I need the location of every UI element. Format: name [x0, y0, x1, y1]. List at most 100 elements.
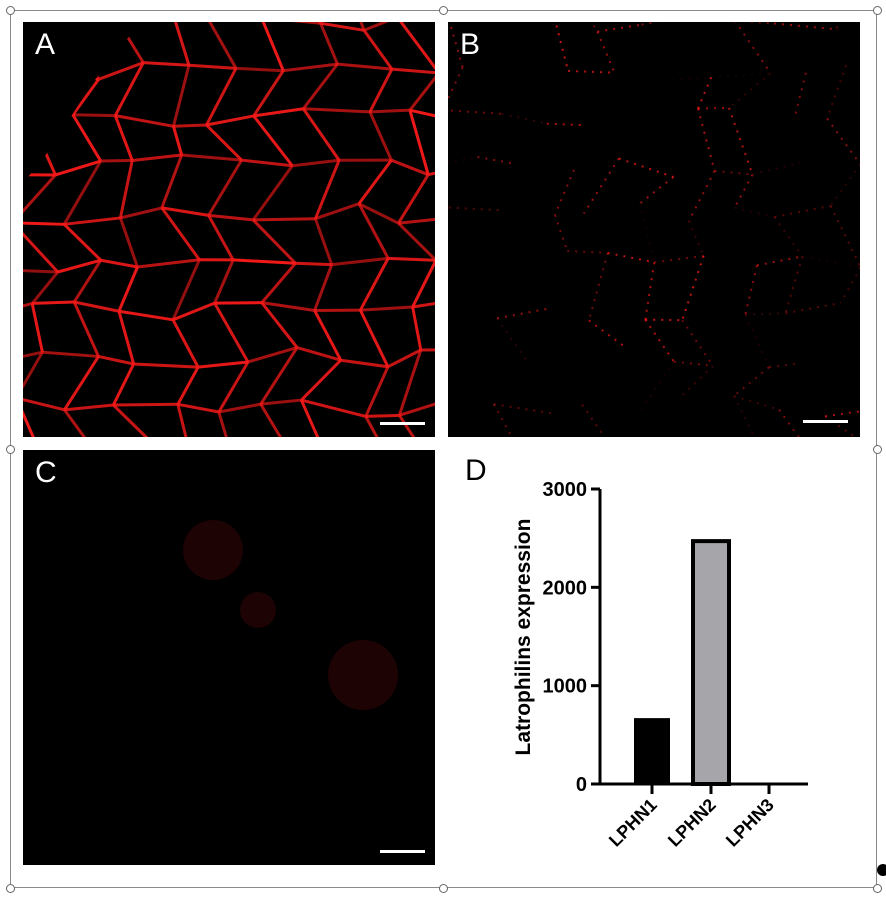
cell-membrane	[197, 360, 249, 369]
cell-membrane	[213, 259, 235, 304]
cell-membrane	[176, 366, 200, 406]
cell-membrane	[113, 402, 178, 407]
cell-membrane	[177, 402, 220, 414]
cell-membrane	[73, 300, 120, 313]
cell-membrane	[120, 206, 163, 220]
cell-membrane	[697, 108, 716, 172]
dark-corner	[23, 22, 143, 222]
cell-membrane	[320, 22, 365, 32]
cell-membrane	[752, 161, 801, 176]
cell-membrane	[411, 306, 423, 351]
cell-membrane	[173, 123, 207, 128]
cell-membrane	[63, 223, 102, 262]
cell-membrane	[554, 22, 570, 72]
cell-membrane	[118, 309, 174, 322]
cell-membrane	[23, 409, 35, 437]
cell-membrane	[728, 72, 772, 109]
cell-membrane	[98, 61, 144, 81]
cell-membrane	[117, 310, 136, 365]
faint-signal	[183, 520, 243, 580]
cell-membrane	[618, 157, 674, 178]
cell-membrane	[688, 170, 716, 222]
cell-membrane	[173, 22, 191, 66]
cell-membrane	[493, 403, 551, 415]
cell-membrane	[260, 262, 297, 304]
cell-membrane	[132, 153, 182, 162]
cell-membrane	[358, 202, 400, 225]
cell-membrane	[364, 366, 390, 418]
cell-membrane	[23, 301, 33, 308]
cell-membrane	[31, 271, 60, 305]
resize-handle-top[interactable]	[439, 6, 448, 15]
cell-membrane	[63, 216, 121, 226]
cell-membrane	[251, 164, 294, 221]
cell-membrane	[778, 409, 800, 437]
cell-membrane	[408, 109, 430, 176]
cell-membrane	[23, 221, 65, 226]
cell-membrane	[299, 399, 320, 437]
cell-membrane	[23, 269, 58, 274]
cell-membrane	[137, 258, 200, 269]
micrograph-b	[448, 22, 860, 437]
cell-membrane	[672, 76, 712, 81]
resize-handle-right[interactable]	[873, 445, 882, 454]
cell-membrane	[207, 214, 235, 261]
anchor-dot	[877, 864, 886, 876]
resize-handle-top-left[interactable]	[6, 6, 15, 15]
scale-bar	[803, 420, 848, 423]
cell-membrane	[567, 250, 608, 254]
cell-membrane	[23, 173, 57, 214]
cell-membrane	[744, 314, 771, 368]
resize-handle-left[interactable]	[6, 445, 15, 454]
cell-membrane	[98, 354, 134, 366]
cell-membrane	[241, 158, 293, 168]
cell-membrane	[681, 255, 705, 321]
cell-membrane	[160, 154, 184, 209]
cell-membrane	[261, 301, 315, 312]
cell-membrane	[387, 348, 422, 369]
cell-membrane	[161, 206, 209, 217]
scale-bar	[380, 850, 425, 853]
cell-membrane	[826, 64, 848, 119]
x-tick-label: LPHN3	[722, 795, 778, 851]
cell-membrane	[32, 300, 75, 305]
cell-membrane	[100, 258, 138, 269]
resize-handle-top-right[interactable]	[873, 6, 882, 15]
cell-membrane	[368, 111, 393, 161]
faint-signal	[328, 640, 398, 710]
cell-membrane	[261, 22, 285, 72]
cell-membrane	[398, 217, 435, 225]
resize-handle-bottom-right[interactable]	[873, 884, 882, 893]
resize-handle-bottom-left[interactable]	[6, 884, 15, 893]
x-tick-label: LPHN1	[605, 795, 661, 851]
cell-membrane	[362, 29, 394, 70]
cell-membrane	[448, 109, 502, 115]
panel-a-image: A	[23, 22, 435, 437]
cell-membrane	[365, 413, 400, 418]
cell-membrane	[364, 415, 379, 437]
cell-membrane	[23, 350, 43, 358]
cell-membrane	[546, 122, 582, 127]
resize-handle-bottom[interactable]	[439, 884, 448, 893]
cell-membrane	[741, 22, 775, 25]
cell-membrane	[143, 61, 190, 67]
cell-membrane	[23, 351, 44, 390]
cell-membrane	[769, 362, 799, 369]
cell-membrane	[217, 361, 250, 413]
y-tick-label: 3000	[543, 479, 588, 501]
cell-membrane	[71, 113, 103, 162]
cell-membrane	[172, 125, 184, 156]
cell-membrane	[171, 319, 200, 368]
cell-membrane	[247, 346, 298, 364]
cell-membrane	[773, 22, 839, 31]
cell-membrane	[363, 22, 389, 32]
cell-membrane	[640, 361, 675, 410]
cell-membrane	[408, 75, 435, 112]
cell-membrane	[357, 159, 393, 205]
cell-membrane	[117, 266, 139, 312]
cell-membrane	[62, 160, 103, 226]
cell-membrane	[302, 107, 341, 162]
cell-membrane	[115, 114, 174, 128]
faint-signal	[240, 592, 276, 628]
